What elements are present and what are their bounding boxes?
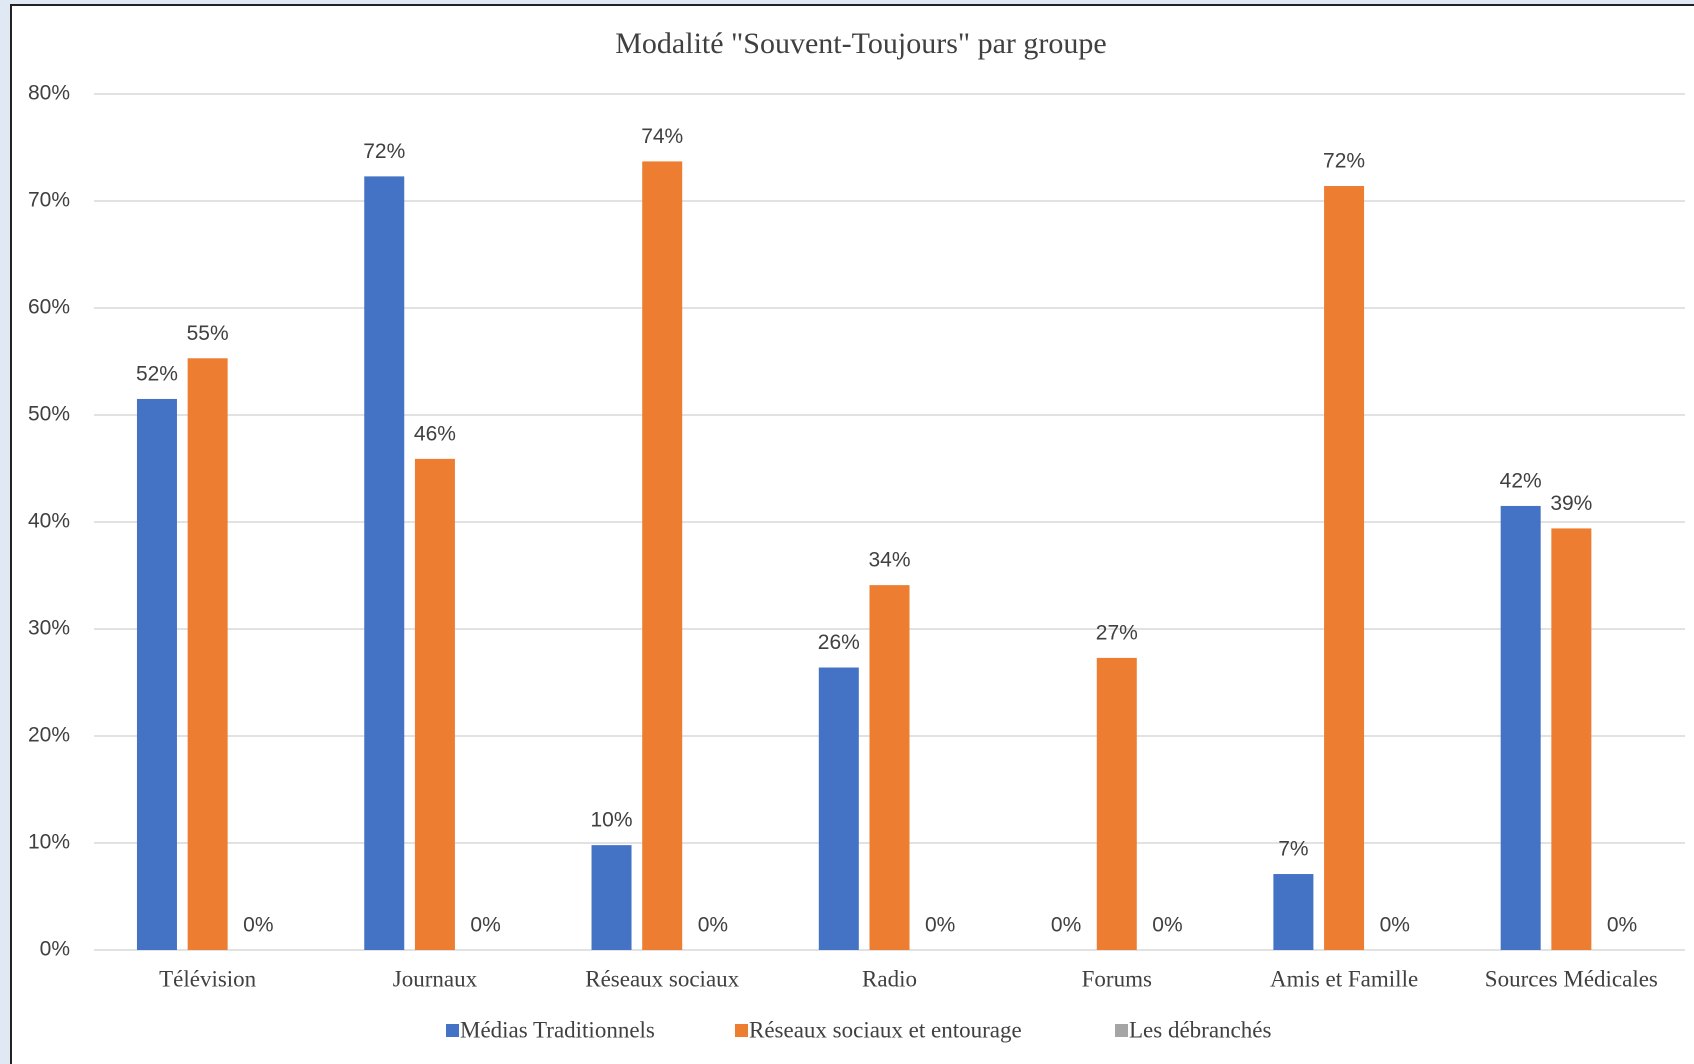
- x-tick-label: Réseaux sociaux: [585, 966, 739, 991]
- x-tick-label: Journaux: [393, 966, 478, 991]
- y-tick-label: 40%: [28, 510, 70, 533]
- y-tick-label: 30%: [28, 617, 70, 640]
- legend-label: Les débranchés: [1129, 1017, 1271, 1042]
- y-tick-label: 50%: [28, 403, 70, 426]
- x-tick-label: Télévision: [159, 966, 257, 991]
- legend-label: Médias Traditionnels: [460, 1017, 655, 1042]
- data-label: 52%: [136, 362, 178, 385]
- legend-swatch: [1115, 1024, 1128, 1037]
- data-label: 7%: [1278, 838, 1308, 861]
- data-label: 26%: [818, 631, 860, 654]
- bar: [187, 358, 228, 950]
- data-label: 46%: [414, 422, 456, 445]
- legend-swatch: [735, 1024, 748, 1037]
- x-tick-label: Forums: [1082, 966, 1152, 991]
- legend-label: Réseaux sociaux et entourage: [749, 1017, 1022, 1042]
- y-tick-label: 10%: [28, 831, 70, 854]
- data-label: 74%: [641, 125, 683, 148]
- data-label: 0%: [1607, 914, 1637, 937]
- data-label: 42%: [1500, 469, 1542, 492]
- bar: [1500, 505, 1541, 950]
- data-label: 0%: [698, 914, 728, 937]
- data-label: 72%: [363, 140, 405, 163]
- x-tick-label: Sources Médicales: [1485, 966, 1658, 991]
- bar: [1324, 186, 1365, 950]
- bar: [414, 458, 455, 950]
- data-label: 0%: [925, 914, 955, 937]
- bar: [136, 398, 177, 950]
- bar: [591, 845, 632, 950]
- data-label: 55%: [187, 322, 229, 345]
- bar: [1096, 657, 1137, 950]
- data-label: 39%: [1550, 492, 1592, 515]
- x-tick-label: Amis et Famille: [1270, 966, 1418, 991]
- chart-title: Modalité "Souvent-Toujours" par groupe: [615, 27, 1106, 60]
- x-tick-label: Radio: [862, 966, 917, 991]
- data-label: 0%: [1380, 914, 1410, 937]
- bar: [818, 667, 859, 950]
- bar: [1273, 874, 1314, 950]
- data-label: 0%: [1152, 914, 1182, 937]
- data-label: 34%: [868, 549, 910, 572]
- y-tick-label: 20%: [28, 724, 70, 747]
- data-label: 72%: [1323, 150, 1365, 173]
- y-tick-label: 0%: [40, 938, 70, 961]
- legend-swatch: [446, 1024, 459, 1037]
- data-label: 0%: [1051, 914, 1081, 937]
- y-tick-label: 80%: [28, 82, 70, 105]
- bar: [364, 176, 405, 950]
- y-tick-label: 70%: [28, 189, 70, 212]
- data-label: 10%: [591, 809, 633, 832]
- bar: [869, 585, 910, 950]
- data-label: 27%: [1096, 621, 1138, 644]
- y-tick-label: 60%: [28, 296, 70, 319]
- data-label: 0%: [470, 914, 500, 937]
- bar: [1551, 528, 1592, 950]
- bar: [642, 161, 683, 950]
- data-label: 0%: [243, 914, 273, 937]
